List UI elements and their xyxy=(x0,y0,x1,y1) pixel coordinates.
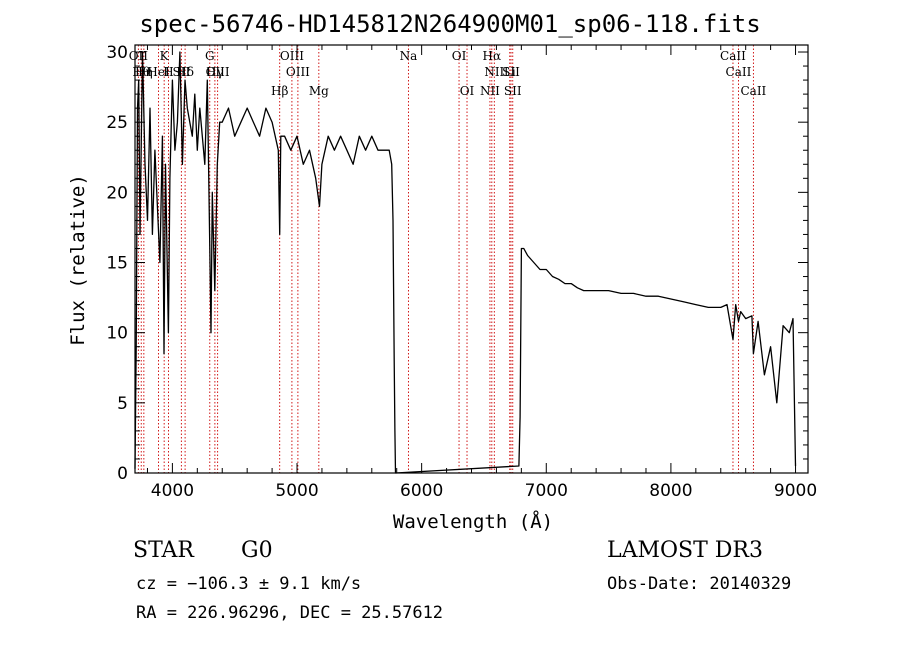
x-tick-label-5: 9000 xyxy=(774,481,817,501)
chart-title: spec-56746-HD145812N264900M01_sp06-118.f… xyxy=(139,10,761,38)
y-tick-label-6: 30 xyxy=(106,43,128,63)
y-tick-label-0: 0 xyxy=(117,464,128,484)
line-label-25: CaII xyxy=(726,65,752,79)
y-tick-label-3: 15 xyxy=(106,254,128,274)
line-label-3: HeI xyxy=(147,65,170,79)
line-label-1: Hθ xyxy=(132,65,150,79)
object-subclass: G0 xyxy=(241,538,273,563)
object-class: STAR xyxy=(133,538,194,563)
obs-date-readout: Obs-Date: 20140329 xyxy=(607,574,792,594)
line-label-15: Na xyxy=(400,49,418,63)
line-label-5: H xyxy=(163,65,173,79)
redshift-readout: cz = −106.3 ± 9.1 km/s xyxy=(136,574,362,594)
line-label-16: OI xyxy=(452,49,467,63)
line-label-10: OIII xyxy=(206,65,230,79)
line-label-20: NII xyxy=(484,65,504,79)
x-tick-label-3: 7000 xyxy=(525,481,568,501)
line-label-12: OIII xyxy=(280,49,304,63)
coordinates-readout: RA = 226.96296, DEC = 25.57612 xyxy=(136,603,444,623)
line-label-26: CaII xyxy=(740,84,766,98)
line-label-2: Hη xyxy=(135,65,153,79)
x-axis-label: Wavelength (Å) xyxy=(392,511,554,533)
y-tick-label-1: 5 xyxy=(117,394,128,414)
line-label-22: SII xyxy=(502,65,520,79)
line-label-13: OIII xyxy=(286,65,310,79)
x-tick-label-4: 8000 xyxy=(649,481,692,501)
line-label-17: OI xyxy=(460,84,475,98)
y-tick-label-5: 25 xyxy=(106,113,128,133)
x-tick-label-1: 5000 xyxy=(275,481,318,501)
line-label-23: SII xyxy=(504,84,522,98)
line-label-21: Li xyxy=(504,65,516,79)
line-marker-layer xyxy=(137,45,754,473)
line-label-4: K xyxy=(160,49,170,63)
x-tick-label-0: 4000 xyxy=(151,481,194,501)
y-tick-label-4: 20 xyxy=(106,183,128,203)
spectrum-trace xyxy=(134,51,797,474)
line-label-11: Hβ xyxy=(271,84,288,98)
line-label-18: NII xyxy=(480,84,500,98)
line-label-6: SII xyxy=(173,65,191,79)
x-tick-label-2: 6000 xyxy=(400,481,443,501)
plot-frame xyxy=(134,44,809,474)
line-label-14: Mg xyxy=(309,84,329,98)
line-label-24: CaII xyxy=(720,49,746,63)
line-label-19: Hα xyxy=(483,49,502,63)
line-label-0: OII xyxy=(129,49,149,63)
survey-name: LAMOST DR3 xyxy=(607,538,763,563)
line-label-9: Hγ xyxy=(206,65,224,79)
axis-tick-layer: 4000 5000 6000 7000 8000 9000 0 5 10 15 20 25 30 xyxy=(106,43,817,501)
y-tick-label-2: 10 xyxy=(106,324,128,344)
line-label-8: G xyxy=(205,49,215,63)
line-label-7: Hδ xyxy=(176,65,194,79)
y-axis-label: Flux (relative) xyxy=(67,174,89,346)
